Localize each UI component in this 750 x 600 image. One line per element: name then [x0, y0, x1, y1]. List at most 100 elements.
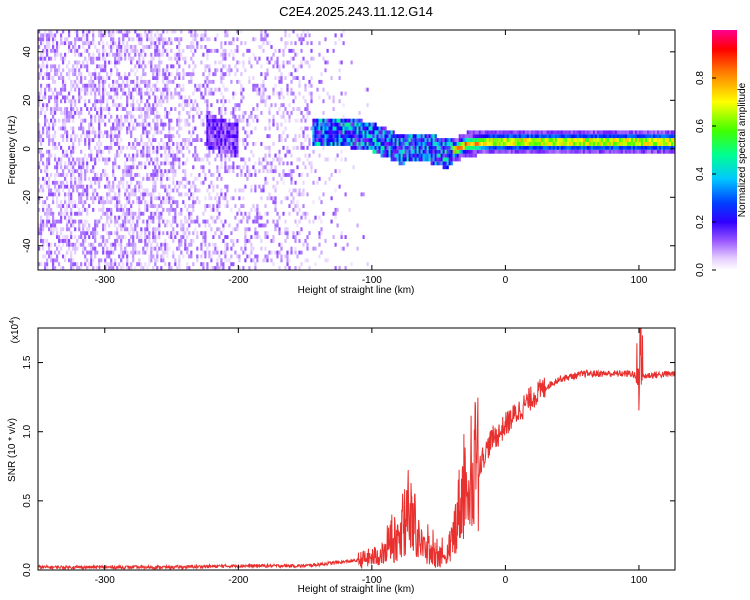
spectrogram-cell	[284, 45, 287, 49]
spectrogram-cell	[228, 52, 231, 57]
spectrogram-cell	[238, 60, 241, 65]
spectrogram-cell	[118, 192, 121, 197]
spectrogram-cell	[114, 192, 117, 197]
spectrogram-cell	[38, 76, 41, 80]
spectrogram-cell	[70, 184, 73, 189]
spectrogram-cell	[62, 184, 65, 189]
spectrogram-y-tick-label: 20	[22, 94, 33, 106]
spectrogram-cell	[252, 142, 255, 146]
spectrogram-cell	[104, 130, 107, 135]
spectrogram-cell	[218, 211, 221, 216]
spectrogram-cell	[590, 142, 594, 146]
spectrogram-cell	[653, 149, 656, 154]
spectrogram-cell	[168, 118, 171, 123]
spectrogram-cell	[622, 145, 626, 150]
spectrogram-cell	[388, 153, 391, 158]
spectrogram-cell	[304, 99, 307, 104]
spectrogram-cell	[224, 107, 227, 111]
spectrogram-cell	[524, 134, 527, 139]
spectrogram-cell	[236, 138, 239, 142]
spectrogram-cell	[46, 83, 49, 88]
spectrogram-cell	[56, 95, 59, 100]
spectrogram-cell	[254, 207, 257, 212]
spectrogram-cell	[242, 188, 245, 193]
spectrogram-cell	[242, 157, 245, 162]
spectrogram-cell	[182, 184, 185, 189]
spectrogram-cell	[546, 130, 549, 135]
spectrogram-cell	[156, 30, 159, 34]
spectrogram-cell	[144, 52, 147, 57]
spectrogram-cell	[106, 254, 109, 259]
spectrogram-cell	[112, 83, 115, 88]
spectrogram-cell	[164, 200, 167, 205]
spectrogram-cell	[172, 165, 175, 170]
spectrogram-cell	[112, 45, 115, 49]
spectrogram-cell	[110, 126, 113, 131]
spectrogram-cell	[276, 56, 279, 61]
spectrogram-cell	[190, 239, 193, 243]
spectrogram-cell	[594, 130, 598, 135]
spectrogram-cell	[40, 111, 43, 115]
spectrogram-cell	[574, 142, 577, 146]
spectrogram-cell	[80, 87, 83, 92]
spectrogram-cell	[154, 130, 157, 135]
spectrogram-cell	[266, 68, 269, 73]
spectrogram-cell	[130, 60, 133, 65]
spectrogram-cell	[336, 130, 339, 135]
spectrogram-cell	[298, 157, 301, 162]
spectrogram-cell	[152, 56, 155, 61]
spectrogram-cell	[130, 37, 133, 42]
spectrogram-cell	[44, 169, 47, 174]
spectrogram-cell	[164, 157, 167, 162]
spectrogram-cell	[514, 130, 517, 135]
spectrogram-cell	[210, 111, 213, 115]
spectrogram-cell	[336, 118, 339, 123]
spectrogram-cell	[388, 142, 391, 146]
spectrogram-cell	[588, 145, 592, 150]
spectrogram-cell	[46, 239, 49, 243]
spectrogram-cell	[148, 223, 151, 228]
spectrogram-cell	[532, 145, 535, 150]
spectrogram-cell	[224, 192, 227, 197]
spectrogram-cell	[256, 211, 259, 216]
spectrogram-cell	[66, 95, 69, 100]
spectrogram-cell	[116, 52, 119, 57]
spectrogram-cell	[651, 138, 654, 142]
spectrogram-cell	[334, 134, 337, 139]
spectrogram-cell	[80, 266, 83, 270]
spectrogram-cell	[252, 165, 255, 170]
spectrogram-cell	[294, 246, 297, 251]
spectrogram-cell	[54, 33, 57, 38]
spectrogram-cell	[132, 211, 135, 216]
spectrogram-cell	[78, 165, 81, 170]
spectrogram-cell	[100, 149, 103, 154]
spectrogram-cell	[158, 231, 161, 236]
spectrogram-cell	[124, 30, 127, 34]
spectrogram-cell	[306, 157, 309, 162]
spectrogram-cell	[134, 266, 137, 270]
spectrogram-cell	[88, 111, 91, 115]
spectrogram-cell	[446, 165, 449, 170]
spectrogram-cell	[232, 239, 235, 243]
spectrogram-cell	[428, 142, 431, 146]
spectrogram-cell	[264, 258, 267, 263]
spectrogram-cell	[208, 126, 211, 131]
spectrogram-cell	[300, 33, 303, 38]
spectrogram-cell	[532, 130, 535, 135]
spectrogram-cell	[620, 138, 624, 142]
spectrogram-cell	[230, 239, 233, 243]
spectrogram-cell	[160, 145, 163, 150]
spectrogram-cell	[488, 149, 491, 154]
spectrogram-cell	[338, 118, 341, 123]
spectrogram-cell	[120, 56, 123, 61]
spectrogram-cell	[140, 211, 143, 216]
spectrogram-cell	[226, 122, 229, 127]
spectrogram-cell	[62, 83, 65, 88]
spectrogram-cell	[156, 250, 159, 255]
spectrogram-cell	[392, 145, 395, 150]
spectrogram-cell	[444, 153, 447, 158]
spectrogram-cell	[338, 37, 341, 42]
spectrogram-cell	[206, 79, 209, 84]
spectrogram-cell	[270, 45, 273, 49]
spectrogram-cell	[52, 180, 55, 185]
